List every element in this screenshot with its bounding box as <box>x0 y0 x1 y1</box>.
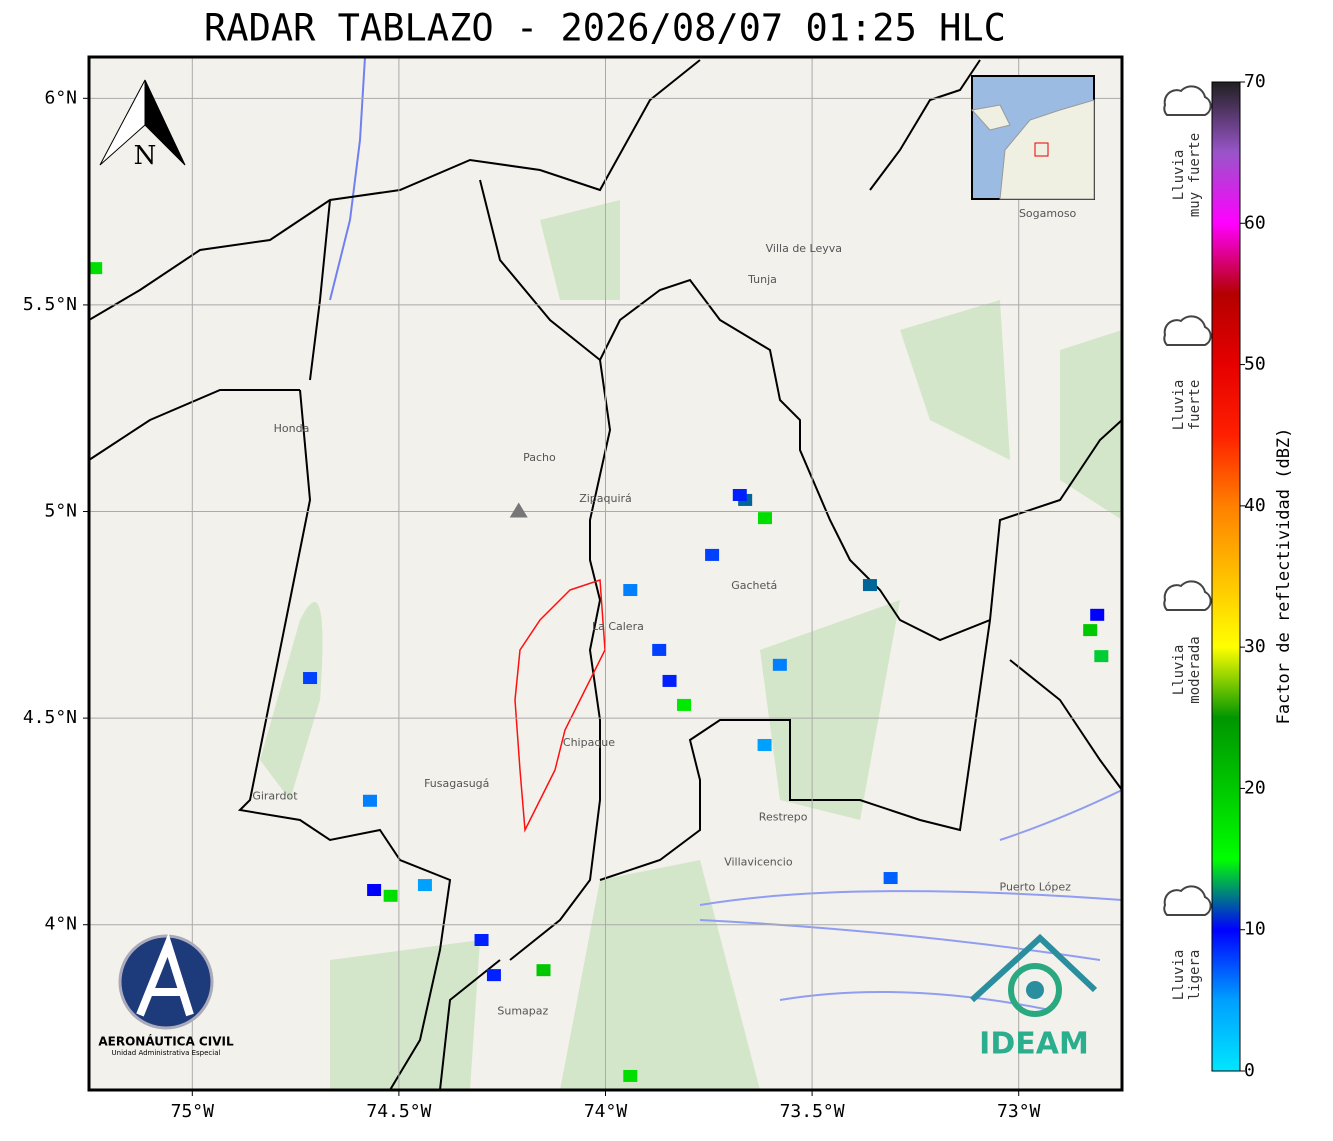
radar-site <box>509 502 528 518</box>
colorbar-tick-label: 30 <box>1244 636 1266 657</box>
place-label: Villa de Leyva <box>766 242 842 255</box>
radar-echo <box>623 584 638 597</box>
colorbar-tick-label: 20 <box>1244 777 1266 798</box>
place-label: Puerto López <box>1000 881 1072 894</box>
place-label: Sumapaz <box>497 1004 548 1017</box>
weather-icon <box>1163 580 1212 611</box>
y-tick-label: 4°N <box>44 914 77 935</box>
legend-text: moderada <box>1187 636 1203 703</box>
radar-echo <box>1083 624 1098 637</box>
radar-echo <box>772 658 787 671</box>
colorbar-tick-label: 40 <box>1244 495 1266 516</box>
colorbar-tick-label: 0 <box>1244 1060 1255 1081</box>
radar-echo <box>88 262 103 275</box>
colorbar-tick-label: 10 <box>1244 919 1266 940</box>
radar-echo <box>757 512 772 525</box>
radar-echo <box>474 934 489 947</box>
colorbar <box>1211 81 1241 1072</box>
legend-text: ligera <box>1187 950 1203 1001</box>
radar-echo <box>383 889 398 902</box>
radar-echo <box>732 488 747 501</box>
colorbar-label: Factor de reflectividad (dBZ) <box>1274 428 1294 725</box>
legend-text: Lluvia <box>1171 950 1187 1001</box>
radar-echo <box>652 643 667 656</box>
colorbar-tick-label: 70 <box>1244 71 1266 92</box>
legend-text: Lluvia <box>1171 380 1187 431</box>
place-label: Sogamoso <box>1019 207 1077 220</box>
radar-echo <box>303 672 318 685</box>
radar-echo <box>367 884 382 897</box>
place-label: La Calera <box>592 620 644 633</box>
x-tick-label: 73°W <box>997 1101 1041 1122</box>
aerocivil-logo: AERONÁUTICA CIVIL Unidad Administrativa … <box>98 933 234 1057</box>
y-tick-label: 5.5°N <box>23 294 77 315</box>
aerocivil-subtitle: Unidad Administrativa Especial <box>112 1049 221 1057</box>
place-label: Girardot <box>252 790 298 803</box>
place-labels: Villa de Leyva Tunja Sogamoso Zipaquirá Pach… <box>252 207 1076 1017</box>
radar-echo <box>1090 608 1105 621</box>
radar-echo <box>677 698 692 711</box>
weather-icon <box>1163 85 1212 116</box>
colorbar-tick-label: 50 <box>1244 354 1266 375</box>
place-label: Tunja <box>747 273 777 286</box>
place-label: Zipaquirá <box>579 492 632 505</box>
ideam-logo: IDEAM <box>969 933 1098 1062</box>
radar-echo <box>623 1069 638 1082</box>
y-tick-label: 4.5°N <box>23 707 77 728</box>
colorbar-tick-label: 60 <box>1244 212 1266 233</box>
place-label: Pacho <box>523 451 556 464</box>
colorbar-ticks: 0 10 20 30 40 50 60 70 <box>1240 71 1266 1081</box>
x-tick-label: 74°W <box>584 1101 628 1122</box>
place-label: Fusagasugá <box>424 777 489 790</box>
x-tick-label: 75°W <box>171 1101 215 1122</box>
inset-map <box>971 75 1095 200</box>
aerocivil-name: AERONÁUTICA CIVIL <box>98 1034 234 1049</box>
title: RADAR TABLAZO - 2026/08/07 01:25 HLC <box>204 7 1006 50</box>
place-label: Chipaque <box>563 736 615 749</box>
place-label: Gachetá <box>731 579 777 592</box>
y-tick-label: 5°N <box>44 501 77 522</box>
place-label: Restrepo <box>759 810 808 823</box>
ideam-name: IDEAM <box>979 1027 1089 1062</box>
radar-echo <box>1094 650 1109 663</box>
place-label: Villavicencio <box>724 856 793 869</box>
weather-icon <box>1163 885 1212 916</box>
x-tick-label: 74.5°W <box>366 1101 431 1122</box>
legend-text: fuerte <box>1187 380 1203 431</box>
radar-echo <box>362 794 377 807</box>
north-label: N <box>134 141 157 171</box>
x-tick-label: 73.5°W <box>780 1101 845 1122</box>
radar-echo <box>862 579 877 592</box>
radar-echo <box>417 879 432 892</box>
weather-icon <box>1163 315 1212 346</box>
north-arrow: N <box>99 79 186 171</box>
y-tick-label: 6°N <box>44 87 77 108</box>
radar-echo <box>883 872 898 885</box>
radar-echo <box>705 548 720 561</box>
radar-echo <box>536 964 551 977</box>
legend-text: muy fuerte <box>1187 133 1203 217</box>
radar-echo <box>486 969 501 982</box>
graticule <box>89 57 1122 1090</box>
legend-text: Lluvia <box>1171 150 1187 201</box>
radar-echo <box>662 674 677 687</box>
legend-text: Lluvia <box>1171 645 1187 696</box>
radar-echo <box>757 738 772 751</box>
place-label: Honda <box>274 422 310 435</box>
radar-echoes <box>88 262 1109 1082</box>
